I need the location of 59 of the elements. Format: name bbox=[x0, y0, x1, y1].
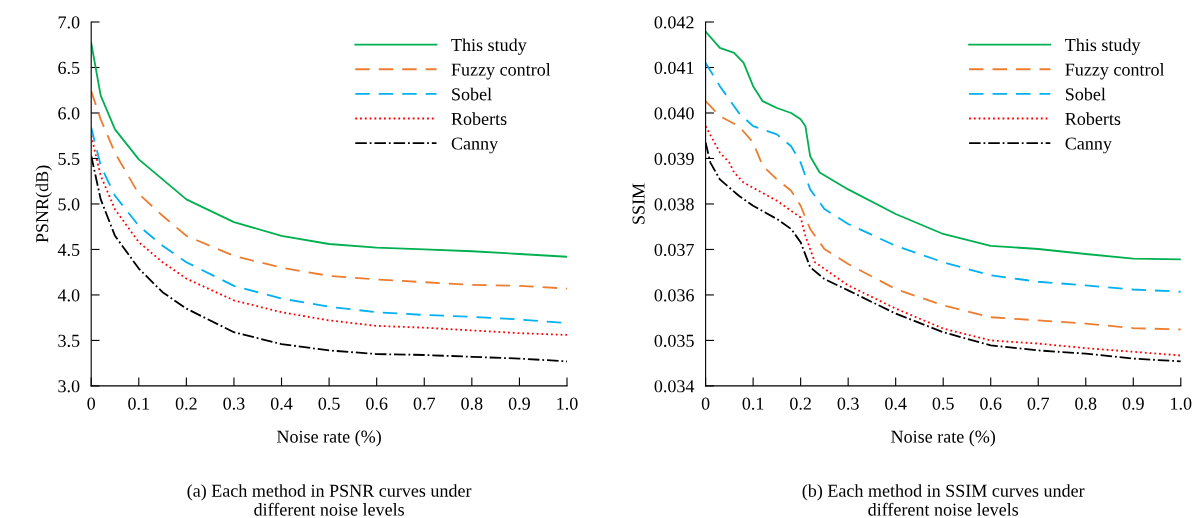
y-tick-label: 0.035 bbox=[654, 334, 694, 347]
y-tick-label: 0.039 bbox=[654, 152, 694, 165]
x-tick-label: 0.5 bbox=[932, 397, 954, 410]
y-tick-label: 0.034 bbox=[654, 380, 695, 393]
x-tick-label: 0.2 bbox=[790, 397, 811, 410]
y-tick-label: 0.042 bbox=[654, 16, 694, 29]
line-series bbox=[705, 30, 1181, 261]
x-tick-label: 0.8 bbox=[461, 397, 483, 410]
legend-label: Sobel bbox=[452, 87, 492, 101]
y-tick-label: 0.040 bbox=[654, 107, 694, 120]
x-axis-title: Noise rate (%) bbox=[891, 430, 996, 447]
y-axis-title: PSNR(dB) bbox=[35, 165, 52, 243]
text: (b) Each method in SSIM curves under different noise levels bbox=[802, 484, 1085, 516]
x-tick-label: 0 bbox=[701, 397, 710, 410]
y-tick-label: 0.041 bbox=[654, 61, 694, 75]
x-tick-label: 0.6 bbox=[366, 397, 388, 410]
legend-label: This study bbox=[1065, 38, 1141, 55]
y-tick-label: 0.037 bbox=[654, 243, 694, 256]
legend-label: Fuzzy control bbox=[451, 63, 551, 80]
x-tick-label: 0.3 bbox=[223, 397, 245, 410]
x-axis-title: Noise rate (%) bbox=[276, 430, 381, 447]
legend-label: This study bbox=[451, 38, 527, 55]
x-tick-label: 0.4 bbox=[270, 397, 293, 410]
x-tick-label: 0.9 bbox=[508, 397, 530, 410]
y-axis-title: SSIM bbox=[632, 183, 645, 224]
y-tick-label: 3.5 bbox=[58, 334, 80, 347]
y-tick-label: 5.5 bbox=[58, 152, 80, 165]
y-tick-label: 6.5 bbox=[58, 61, 80, 75]
text: (a) Each method in PSNR curves under different noise levels bbox=[187, 484, 472, 516]
x-tick-label: 1.0 bbox=[557, 397, 578, 410]
y-tick-label: 4.0 bbox=[57, 289, 80, 302]
y-tick-label: 7.0 bbox=[58, 16, 80, 29]
legend-label: Canny bbox=[1065, 137, 1112, 154]
line-series bbox=[705, 62, 1181, 293]
x-tick-label: 0.7 bbox=[413, 397, 436, 410]
line-series bbox=[705, 100, 1181, 331]
legend-label: Fuzzy control bbox=[1065, 63, 1165, 80]
x-tick-label: 0.8 bbox=[1075, 397, 1097, 410]
x-tick-label: 0.7 bbox=[1027, 397, 1050, 410]
x-tick-label: 0.5 bbox=[318, 397, 340, 410]
x-tick-label: 1.0 bbox=[1171, 397, 1192, 410]
x-tick-label: 0.1 bbox=[742, 397, 764, 410]
y-tick-label: 0.038 bbox=[654, 198, 694, 211]
legend-label: Roberts bbox=[451, 112, 507, 126]
y-tick-label: 3.0 bbox=[58, 380, 80, 393]
x-tick-label: 0.9 bbox=[1122, 397, 1144, 410]
x-tick-label: 0 bbox=[87, 397, 96, 410]
y-tick-label: 5.0 bbox=[58, 198, 80, 211]
x-tick-label: 0.1 bbox=[128, 397, 149, 410]
y-tick-label: 4.5 bbox=[57, 243, 80, 256]
x-tick-label: 0.6 bbox=[980, 397, 1002, 410]
x-tick-label: 0.2 bbox=[175, 397, 197, 410]
y-tick-label: 6.0 bbox=[58, 107, 80, 120]
legend-label: Roberts bbox=[1065, 112, 1121, 126]
x-tick-label: 0.4 bbox=[885, 397, 907, 410]
legend-label: Canny bbox=[451, 137, 499, 154]
y-tick-label: 0.036 bbox=[654, 289, 694, 302]
legend-label: Sobel bbox=[1065, 87, 1106, 101]
x-tick-label: 0.3 bbox=[837, 397, 859, 410]
